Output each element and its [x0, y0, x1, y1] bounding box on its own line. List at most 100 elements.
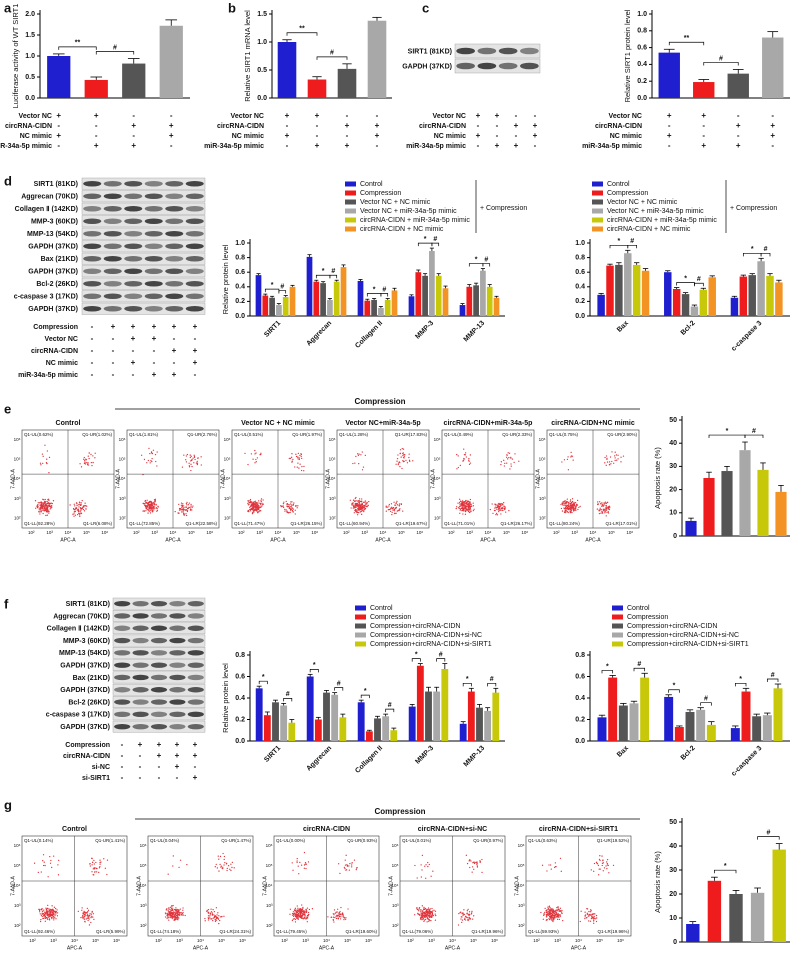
event-dot [174, 919, 176, 921]
event-dot [597, 504, 599, 506]
event-dot [353, 504, 355, 506]
legend-swatch [355, 632, 366, 638]
row-label: Compression [65, 742, 110, 749]
event-dot [458, 912, 460, 915]
event-dot [260, 500, 262, 503]
event-dot [171, 914, 173, 916]
event-dot [461, 502, 463, 504]
event-dot [565, 507, 567, 509]
bar [433, 691, 441, 741]
sign: + [345, 121, 350, 130]
bar [664, 272, 672, 316]
event-dot [506, 458, 509, 460]
blot-label: SIRT1 (81KD) [66, 601, 110, 608]
y-tick-label: 0.8 [235, 652, 245, 659]
event-dot [396, 510, 398, 512]
event-dot [339, 918, 342, 920]
event-dot [39, 911, 41, 913]
y-tick-label: 0 [673, 533, 677, 540]
significance-bracket [668, 41, 705, 46]
error-bar [642, 268, 649, 271]
event-dot [150, 501, 153, 503]
y-tick-label: 10⁵ [14, 863, 21, 868]
error-bar [682, 292, 689, 295]
blot-band [169, 711, 186, 718]
error-bar [689, 921, 697, 924]
event-dot [508, 452, 511, 454]
event-dot [168, 912, 171, 915]
event-dot [459, 505, 462, 507]
error-bar [778, 485, 784, 492]
event-dot [602, 862, 605, 864]
event-dot [92, 868, 94, 870]
event-dot [296, 905, 298, 907]
sign: + [514, 121, 519, 130]
blot-band [165, 256, 184, 262]
event-dot [598, 858, 601, 861]
quadrant-label: Q1-LL(80.24%) [549, 521, 580, 526]
sign: + [193, 740, 198, 749]
event-dot [404, 454, 406, 456]
event-dot [391, 514, 393, 516]
sign: + [514, 141, 519, 150]
x-axis-label: APC-A [67, 945, 83, 951]
blot-label: Bax (21KD) [73, 675, 110, 682]
significance-bracket [700, 702, 712, 706]
event-dot [562, 504, 564, 506]
blot-band [144, 281, 163, 287]
event-dot [617, 454, 619, 456]
blot-band [150, 711, 168, 718]
event-dot [296, 861, 298, 864]
blot-band [83, 231, 102, 237]
x-tick-label: 10² [553, 530, 560, 535]
significance-bracket [742, 252, 762, 257]
quadrant-label: Q1-UR(0.97%) [473, 838, 503, 843]
y-tick-label: 10⁶ [392, 843, 399, 848]
plot-title: circRNA-CIDN+NC mimic [551, 420, 635, 427]
event-dot [180, 504, 182, 506]
event-dot [343, 866, 346, 869]
event-dot [476, 863, 478, 866]
event-dot [260, 499, 262, 501]
sign: - [95, 121, 98, 130]
event-dot [564, 501, 566, 504]
event-dot [42, 498, 44, 500]
bar [708, 277, 716, 316]
event-dot [502, 507, 504, 509]
event-dot [87, 455, 89, 457]
y-tick-label: 10³ [14, 496, 21, 501]
error-bar [365, 298, 370, 301]
event-dot [420, 864, 422, 866]
event-dot [155, 460, 157, 463]
event-dot [353, 859, 356, 861]
bar [624, 253, 632, 316]
event-dot [471, 910, 473, 913]
event-dot [504, 506, 506, 508]
event-dot [603, 867, 606, 869]
sign: + [111, 322, 116, 331]
event-dot [189, 506, 191, 509]
bar [721, 471, 733, 536]
x-tick-label: 10³ [46, 530, 53, 535]
event-dot [289, 503, 292, 505]
event-dot [465, 511, 467, 513]
event-dot [620, 461, 622, 463]
legend-label: Control [360, 181, 383, 188]
event-dot [470, 505, 473, 507]
event-dot [259, 506, 262, 508]
event-dot [223, 855, 226, 858]
y-tick-label: 10⁶ [539, 437, 546, 442]
significance-bracket [609, 244, 629, 249]
event-dot [73, 511, 75, 513]
event-dot [155, 503, 157, 506]
event-dot [354, 497, 356, 500]
event-dot [548, 864, 550, 866]
y-tick-label: 10⁵ [392, 863, 399, 868]
y-tick-label: 10⁶ [434, 437, 441, 442]
blot-band [103, 218, 122, 224]
event-dot [573, 501, 575, 503]
event-dot [156, 465, 158, 467]
y-tick-label: 0.0 [575, 313, 585, 320]
event-dot [303, 851, 306, 854]
